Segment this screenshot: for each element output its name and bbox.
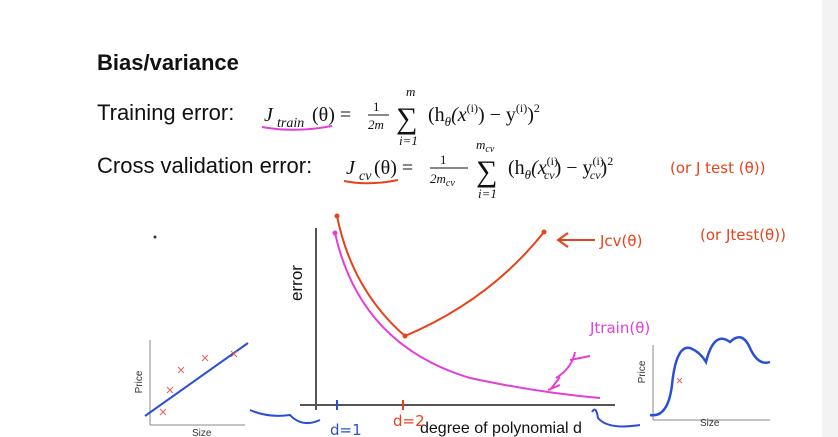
math-text: (x [531,157,547,179]
math-text: ) [601,157,608,179]
handwritten-note: (or Jtest(θ)) [700,226,786,244]
handwritten-note: Jcv(θ) [599,232,642,250]
handwritten-scribble [249,409,321,425]
x-axis-label: degree of polynomial d [420,420,582,437]
handwritten-note: (or J test (θ)) [670,159,765,177]
curve-point [541,229,547,235]
data-crosses [159,350,238,416]
math-subscript: θ [525,167,532,182]
fraction-numerator: 1 [440,152,447,167]
training-formula: J train (θ) = 1 2m ∑ m i=1 (hθ(x(i)) − y… [264,84,540,148]
y-axis-label: Price [134,370,145,393]
math-subscript: θ [445,114,452,129]
cv-formula: J cv (θ) = 1 2mcv ∑ mcv i=1 (hθ(x(i) cv) … [346,137,613,201]
cross [676,377,683,384]
curve-point [334,213,340,219]
math-subscript: train [277,116,304,131]
math-subscript: cv [446,178,455,189]
math-subscript: cv [485,144,494,155]
y-axis-label: Price [637,360,648,383]
math-text: (hθ(x(i)) − y(i))2 [428,101,540,129]
sum-sign: ∑ [476,155,497,188]
fraction-denominator: 2mcv [430,171,455,189]
math-text: (θ) = [312,104,351,126]
left-plot: Price Size [134,340,249,437]
cross [159,408,167,416]
handwritten-arrow [547,351,591,391]
math-text: ) [527,104,534,126]
math-superscript: (i) [467,101,478,115]
math-subscript: cv [590,168,601,182]
cross [230,350,238,358]
cross [201,354,209,362]
math-superscript: (i) [547,154,558,168]
fit-line [144,342,249,417]
handwritten-note: d=2 [393,412,425,430]
math-superscript: (i) [593,154,604,168]
curve-point [402,333,408,339]
math-text: (h [428,104,445,126]
cross [166,386,174,394]
math-symbol: J [346,157,356,179]
math-superscript: 2 [607,154,613,168]
handwritten-scribble [591,408,641,428]
sum-lower: i=1 [478,186,497,201]
handwritten-underline [261,125,333,131]
handwritten-arrow [556,232,595,248]
sum-sign: ∑ [396,102,417,135]
training-label: Training error: [97,100,234,125]
math-subscript: cv [359,169,372,184]
math-text: (h [508,157,525,179]
handwritten-note: Jtrain(θ) [589,319,650,337]
main-plot: error degree of polynomial d d=1 d=2 Jcv… [153,213,786,437]
math-text: (θ) = [374,157,413,179]
math-text: ) − y [555,157,593,179]
handwritten-note: d=1 [330,421,362,437]
fraction-denominator: 2m [368,117,384,132]
slide-title: Bias/variance [97,50,239,75]
math-text: 2m [430,171,446,186]
fit-curve [649,335,771,417]
math-subscript: cv [544,168,555,182]
math-text: (x [451,104,467,126]
math-symbol: J [264,104,274,126]
sum-upper: mcv [476,137,495,155]
math-text: ) − y [478,104,516,126]
fraction-numerator: 1 [373,99,380,114]
math-text: m [476,137,485,152]
handwritten-underline [343,179,399,185]
x-axis-label: Size [192,428,212,437]
curve-point [332,230,338,236]
x-axis-label: Size [700,418,720,429]
cv-label: Cross validation error: [97,153,312,178]
train-error-curve [334,232,601,399]
math-superscript: (i) [516,101,527,115]
sum-upper: m [406,84,415,99]
scroll-edge [822,0,838,437]
dot [153,235,157,239]
sum-lower: i=1 [399,133,418,148]
math-text: (hθ(x(i) cv) − y(i) cv)2 [508,154,613,182]
math-superscript: 2 [534,101,540,115]
cross [177,366,185,374]
y-axis-label: error [287,265,306,301]
right-plot: Price Size [637,335,771,429]
